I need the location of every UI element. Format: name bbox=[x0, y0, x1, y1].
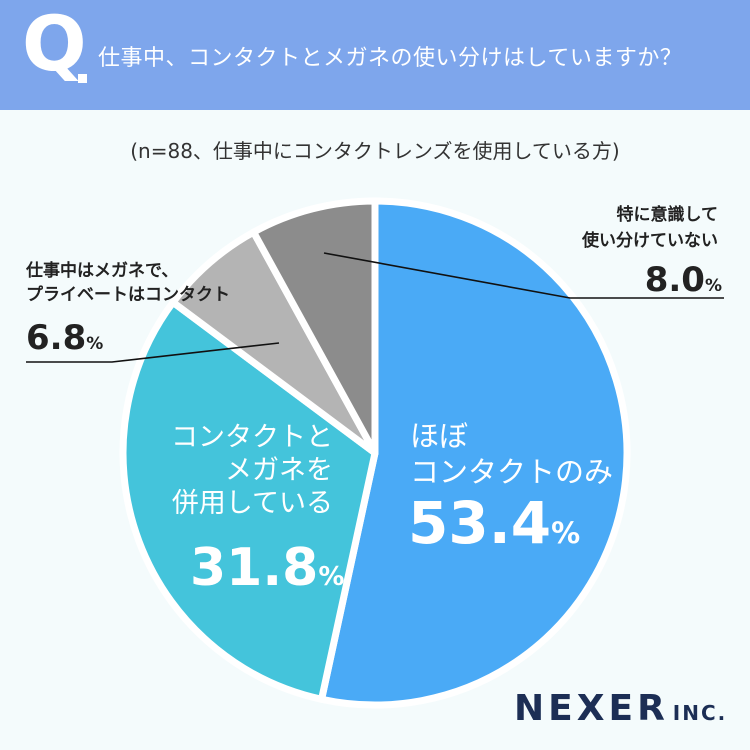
slice-3-value: 6.8% bbox=[26, 318, 103, 358]
pie-slice-1 bbox=[318, 197, 631, 709]
q-dot bbox=[78, 74, 87, 83]
pie-slice-2 bbox=[119, 298, 379, 703]
slice-4-label-line-2: 使い分けていない bbox=[581, 230, 718, 251]
slice-4-label-line-1: 特に意識して bbox=[617, 204, 719, 225]
brand-logo: NEXER INC. bbox=[514, 688, 727, 729]
brand-name: NEXER bbox=[514, 688, 669, 729]
brand-suffix: INC. bbox=[672, 701, 728, 725]
slice-3-label-line-2: プライベートはコンタクト bbox=[26, 284, 230, 305]
slice-1-label-line-1: ほぼ bbox=[410, 419, 468, 453]
slice-4-value-unit: % bbox=[705, 276, 722, 296]
slice-2-label-line-3: 併用している bbox=[172, 488, 333, 519]
slice-3-value-unit: % bbox=[86, 334, 103, 354]
slice-4-value: 8.0% bbox=[645, 260, 722, 300]
slice-2-label-line-2: メガネを bbox=[225, 455, 333, 486]
slice-4-leader-line bbox=[323, 252, 724, 299]
slice-3-leader-line bbox=[26, 342, 280, 363]
pie-slices bbox=[119, 197, 631, 709]
slice-1-label-line-2: コンタクトのみ bbox=[410, 455, 613, 489]
pie-slice-4 bbox=[250, 197, 379, 457]
slice-2-value-unit: % bbox=[318, 562, 344, 592]
q-letter: Q bbox=[22, 0, 87, 88]
question-text: 仕事中、コンタクトとメガネの使い分けはしていますか？ bbox=[98, 46, 683, 71]
slice-1-value-unit: % bbox=[551, 516, 580, 550]
sample-note: (n=88、仕事中にコンタクトレンズを使用している方) bbox=[130, 139, 620, 163]
slice-3-label-line-1: 仕事中はメガネで、 bbox=[25, 260, 178, 281]
question-banner: Q 仕事中、コンタクトとメガネの使い分けはしていますか？ bbox=[0, 0, 750, 110]
slice-2-label-line-1: コンタクトと bbox=[171, 422, 333, 453]
